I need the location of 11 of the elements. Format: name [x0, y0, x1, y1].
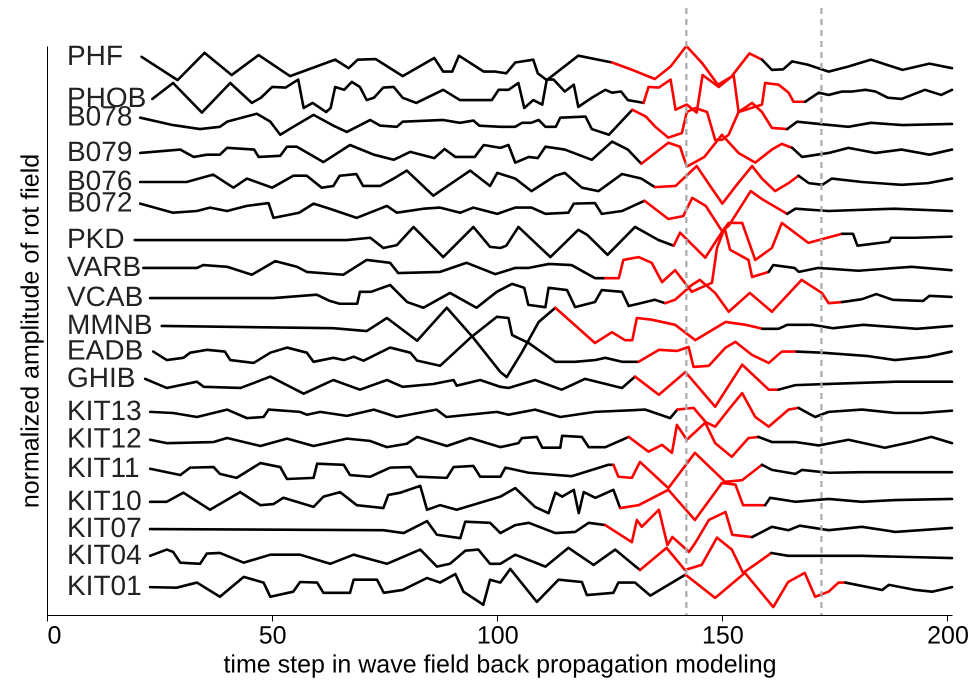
series-label: PHF: [67, 40, 123, 71]
series-label: KIT11: [67, 452, 140, 483]
y-axis-title: normalized amplitude of rot field: [16, 154, 44, 508]
x-tick-label: 200: [927, 622, 969, 650]
x-axis-title: time step in wave field back propagation modeling: [223, 650, 777, 678]
series-label: KIT01: [67, 570, 142, 602]
x-tick-label: 0: [48, 622, 62, 650]
x-tick-label: 50: [258, 622, 287, 650]
x-tick-label: 150: [702, 622, 744, 650]
x-tick-label: 100: [476, 622, 519, 650]
series-label: B079: [67, 136, 132, 167]
